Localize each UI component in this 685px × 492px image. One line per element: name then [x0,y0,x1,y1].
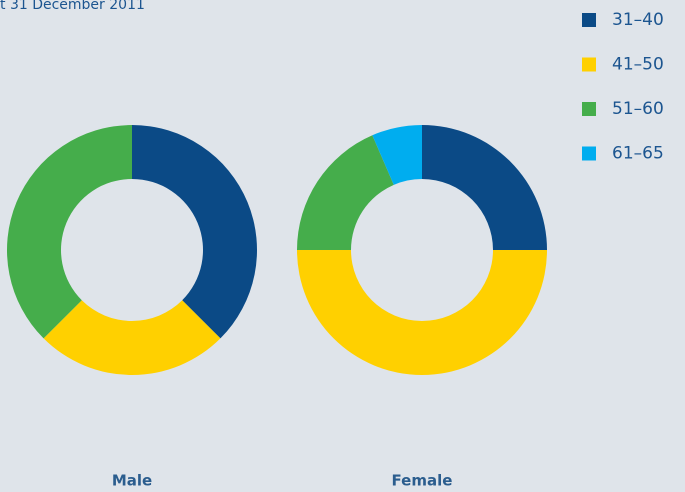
legend-label: 31–40 [612,10,664,30]
chart-label: Female [392,472,453,490]
donut-slice [297,250,547,375]
donut-slice [372,125,422,185]
legend-swatch [582,57,596,72]
donut-slice [132,125,258,339]
donut-slice [6,125,132,339]
chart-label: Male [112,472,152,490]
donut-slice [297,135,394,250]
legend-label: 61–65 [612,144,664,164]
legend-label: 41–50 [612,55,664,75]
legend-swatch [582,13,596,27]
legend-swatch [582,102,596,116]
legend-label: 51–60 [612,99,664,119]
donut-slice [43,300,221,375]
donut-slice [422,125,547,250]
legend-swatch [582,146,596,161]
chart-title: t 31 December 2011 [0,0,145,13]
